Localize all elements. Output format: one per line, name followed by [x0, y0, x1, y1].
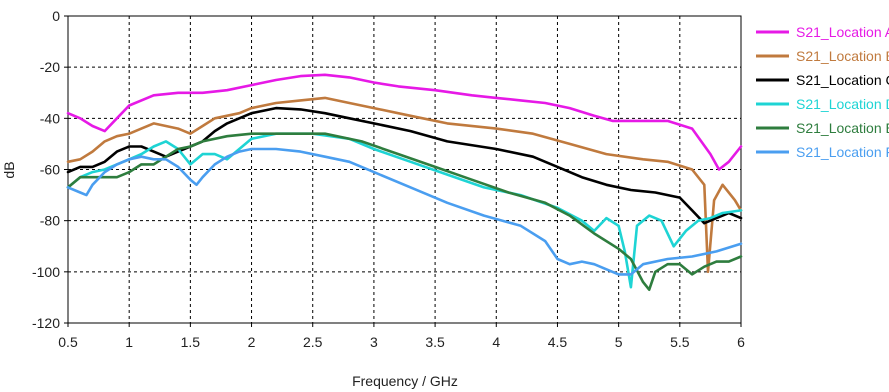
y-tick-label: -120 — [32, 315, 60, 331]
x-tick-label: 6 — [737, 334, 745, 350]
legend-label: S21_Location A — [796, 24, 889, 40]
y-tick-label: -80 — [40, 213, 60, 229]
y-tick-label: -100 — [32, 264, 60, 280]
y-tick-label: 0 — [52, 8, 60, 24]
legend-label: S21_Location F — [796, 144, 889, 160]
series-lines — [66, 73, 743, 291]
x-tick-label: 1 — [125, 334, 133, 350]
x-tick-label: 0.5 — [58, 334, 78, 350]
legend: S21_Location A S21_Location B S21_Location… — [756, 24, 889, 160]
y-axis-label: dB — [1, 161, 17, 178]
y-tick-label: -60 — [40, 162, 60, 178]
x-tick-label: 2 — [248, 334, 256, 350]
series-line-3 — [66, 106, 743, 225]
legend-label: S21_Location D — [796, 96, 889, 112]
series-line-4 — [66, 132, 743, 289]
x-tick-label: 4.5 — [548, 334, 568, 350]
legend-label: S21_Location C — [796, 72, 889, 88]
legend-label: S21_Location E — [796, 120, 889, 136]
x-tick-label: 5.5 — [670, 334, 690, 350]
y-tick-label: -40 — [40, 110, 60, 126]
y-tick-label: -20 — [40, 59, 60, 75]
legend-label: S21_Location B — [796, 48, 889, 64]
x-tick-label: 3.5 — [425, 334, 445, 350]
series-line-6 — [66, 147, 743, 276]
x-tick-label: 3 — [370, 334, 378, 350]
series-line-5 — [66, 132, 743, 291]
x-tick-label: 2.5 — [303, 334, 323, 350]
x-tick-label: 5 — [615, 334, 623, 350]
x-tick-label: 1.5 — [181, 334, 201, 350]
x-axis-label: Frequency / GHz — [352, 373, 458, 389]
series-line-1 — [66, 73, 743, 171]
x-axis-ticks: 0.5 1 1.5 2 2.5 3 3.5 4 4.5 5 5.5 6 — [58, 323, 745, 350]
series-line-2 — [66, 96, 743, 274]
y-axis-ticks: 0 -20 -40 -60 -80 -100 -120 — [32, 8, 68, 331]
x-tick-label: 4 — [492, 334, 500, 350]
